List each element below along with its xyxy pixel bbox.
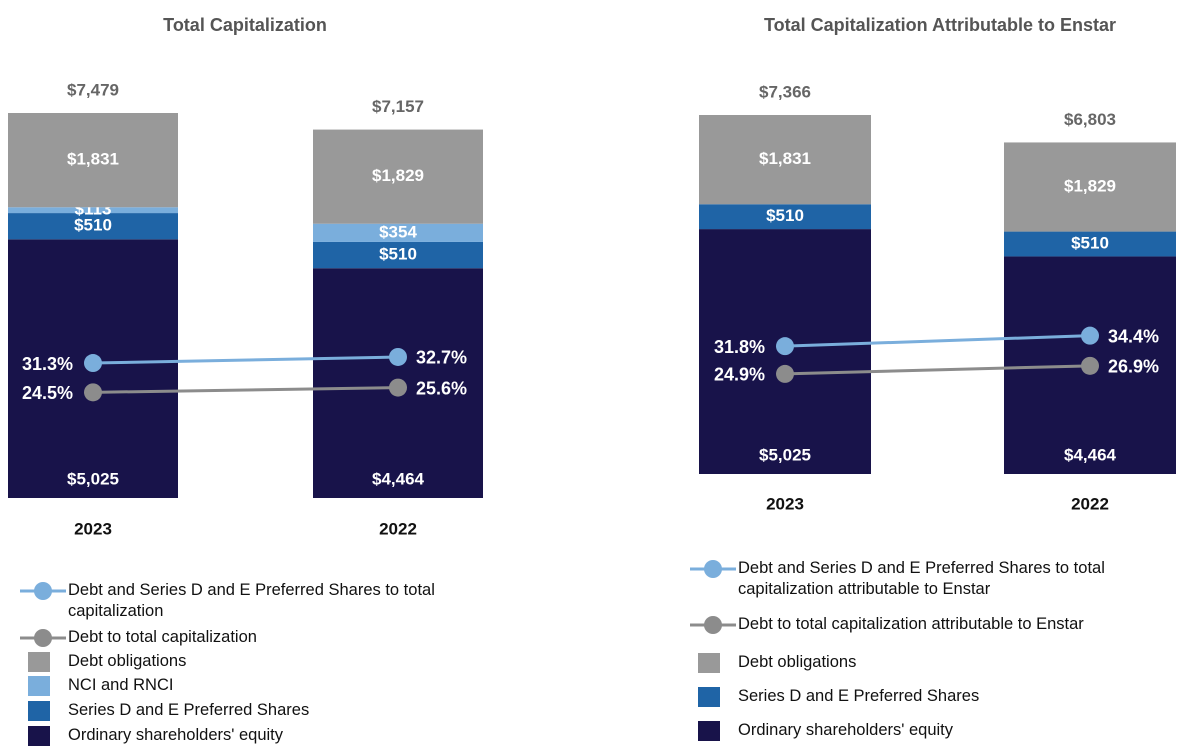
- x-tick-label: 2022: [379, 519, 417, 538]
- bar-segment: [699, 204, 871, 230]
- bar-segment: [699, 115, 871, 205]
- segment-label: $1,831: [759, 149, 811, 168]
- legend-marker: [704, 560, 722, 578]
- line-marker: [1081, 356, 1099, 375]
- line-label: 34.4%: [1108, 326, 1159, 346]
- line-marker: [776, 364, 794, 383]
- line: [784, 364, 1091, 376]
- legend-swatch: [698, 653, 720, 673]
- segment-label: $354: [379, 222, 417, 241]
- legend-label: Series D and E Preferred Shares: [738, 687, 980, 705]
- legend-label: Debt and Series D and E Preferred Shares…: [68, 581, 435, 620]
- x-tick-label: 2022: [1071, 494, 1109, 513]
- line-marker: [84, 354, 102, 373]
- legend-label: Debt obligations: [68, 652, 187, 670]
- total-label: $6,803: [1064, 110, 1116, 129]
- legend-swatch: [28, 652, 50, 672]
- segment-label: $510: [74, 216, 112, 235]
- line-marker: [389, 347, 407, 366]
- legend-marker: [34, 629, 52, 647]
- bar-segment: [8, 207, 178, 214]
- bar-segment: [1004, 231, 1176, 257]
- legend-label: NCI and RNCI: [68, 676, 174, 694]
- bar-segment: [313, 223, 483, 242]
- legend-label: Ordinary shareholders' equity: [68, 726, 284, 744]
- chart-title: Total Capitalization: [163, 15, 327, 35]
- line: [92, 386, 399, 394]
- segment-label: $1,831: [67, 150, 119, 169]
- line-marker: [776, 337, 794, 356]
- segment-label: $5,025: [759, 445, 811, 464]
- line-label: 32.7%: [416, 348, 467, 368]
- line-label: 31.3%: [22, 354, 73, 374]
- total-label: $7,366: [759, 82, 811, 101]
- segment-label: $510: [1071, 233, 1109, 252]
- total-label: $7,157: [372, 97, 424, 116]
- legend-marker: [704, 616, 722, 634]
- segment-label: $4,464: [372, 469, 425, 488]
- line-marker: [84, 383, 102, 402]
- line-label: 31.8%: [714, 337, 765, 357]
- segment-label: $5,025: [67, 469, 119, 488]
- segment-label: $510: [379, 245, 417, 264]
- legend-label: Debt to total capitalization attributabl…: [738, 615, 1084, 633]
- legend-label: Debt obligations: [738, 653, 857, 671]
- legend-swatch: [28, 701, 50, 721]
- legend-label: Ordinary shareholders' equity: [738, 721, 954, 739]
- line-label: 24.9%: [714, 365, 765, 385]
- bar-segment: [1004, 142, 1176, 232]
- legend-label: Debt to total capitalization: [68, 628, 257, 646]
- segment-label: $1,829: [372, 166, 424, 185]
- legend-swatch: [28, 726, 50, 746]
- segment-label: $510: [766, 206, 804, 225]
- bar-segment: [8, 213, 178, 240]
- legend-label: Series D and E Preferred Shares: [68, 701, 310, 719]
- segment-label: $1,829: [1064, 176, 1116, 195]
- line-label: 25.6%: [416, 378, 467, 398]
- bar-segment: [313, 129, 483, 224]
- legend-swatch: [698, 687, 720, 707]
- line-marker: [1081, 326, 1099, 345]
- bar-segment: [313, 241, 483, 269]
- line: [784, 334, 1091, 348]
- segment-label: $4,464: [1064, 445, 1117, 464]
- bar-segment: [8, 113, 178, 208]
- x-tick-label: 2023: [766, 494, 804, 513]
- chart-title: Total Capitalization Attributable to Ens…: [764, 15, 1116, 35]
- legend-marker: [34, 582, 52, 600]
- line: [92, 355, 399, 365]
- total-label: $7,479: [67, 80, 119, 99]
- line-label: 24.5%: [22, 383, 73, 403]
- line-marker: [389, 378, 407, 397]
- legend-swatch: [698, 721, 720, 741]
- legend-label: Debt and Series D and E Preferred Shares…: [738, 559, 1105, 598]
- line-label: 26.9%: [1108, 357, 1159, 377]
- x-tick-label: 2023: [74, 519, 112, 538]
- legend-swatch: [28, 676, 50, 696]
